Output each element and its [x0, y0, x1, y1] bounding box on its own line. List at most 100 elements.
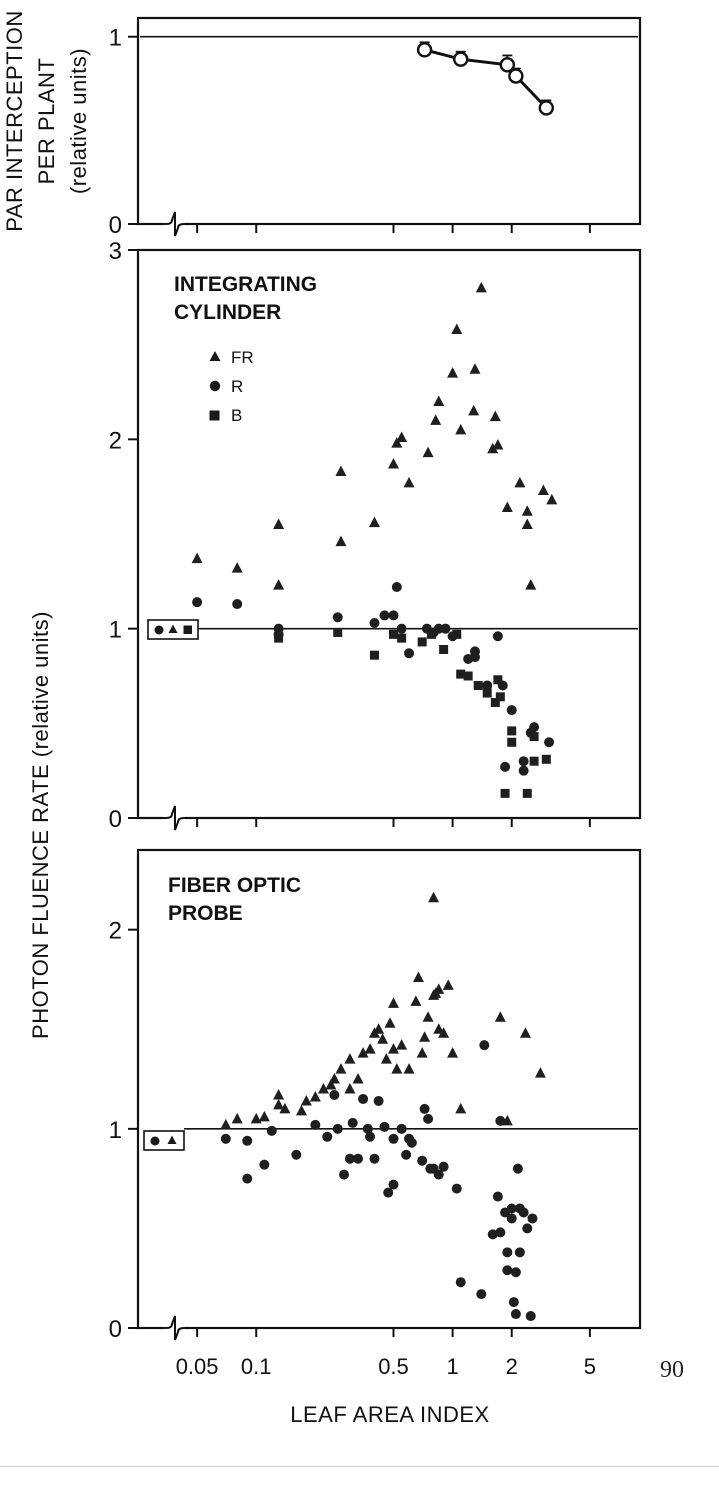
- data-point-r-circle: [506, 705, 517, 716]
- reference-key-r-marker: [154, 625, 164, 635]
- data-point-open-circle: [416, 42, 433, 58]
- data-point-b-square: [507, 726, 517, 736]
- data-point-fr-triangle: [534, 1067, 546, 1078]
- data-point-fr-triangle: [380, 1053, 392, 1064]
- reference-key-b-marker: [183, 625, 192, 634]
- x-tick-label: 0.05: [176, 1354, 219, 1379]
- data-point-fr-triangle: [433, 983, 445, 994]
- data-point-fr-triangle: [433, 1023, 445, 1034]
- data-point-fr-triangle: [387, 997, 399, 1008]
- y-tick-label: 0: [109, 212, 122, 239]
- axis-break-bottom: [138, 1315, 190, 1341]
- data-point-r-circle: [322, 1131, 333, 1142]
- data-point-r-circle: [242, 1135, 253, 1146]
- data-point-b-square: [500, 788, 510, 798]
- data-point-r-circle: [495, 1227, 506, 1238]
- axis-break-top: [138, 211, 190, 237]
- data-point-fr-triangle: [403, 476, 415, 488]
- data-point-b-square: [529, 756, 539, 766]
- data-point-fr-triangle: [231, 562, 243, 573]
- data-point-r-circle: [510, 1267, 521, 1278]
- x-tick-label: 5: [584, 1354, 596, 1379]
- y-axis-ticks-bottom: 0 1 2: [109, 918, 138, 1343]
- data-point-b-square: [274, 633, 284, 643]
- data-point-fr-triangle: [514, 476, 526, 488]
- data-point-fr-triangle: [442, 979, 454, 990]
- data-point-r-circle: [440, 623, 451, 634]
- data-point-fr-triangle: [447, 1047, 459, 1058]
- plot-frame-middle: [136, 248, 642, 820]
- data-point-r-circle: [451, 1183, 462, 1194]
- data-point-r-circle: [518, 765, 529, 776]
- data-point-fr-triangle: [258, 1110, 270, 1122]
- data-point-r-circle: [423, 1113, 434, 1124]
- data-point-r-circle: [502, 1247, 513, 1258]
- data-point-r-circle: [388, 1133, 399, 1144]
- data-point-fr-triangle: [220, 1118, 232, 1130]
- data-point-fr-triangle: [546, 493, 558, 505]
- data-point-r-circle: [329, 1089, 340, 1100]
- data-point-r-circle: [527, 1213, 538, 1224]
- x-axis-ticks-bottom: [196, 1328, 591, 1337]
- data-point-fr-triangle: [410, 995, 422, 1006]
- legend-label-r: R: [231, 377, 243, 396]
- data-point-r-circle: [291, 1149, 302, 1160]
- data-point-r-circle: [332, 612, 343, 623]
- data-point-r-circle: [487, 1229, 498, 1240]
- data-point-r-circle: [438, 1161, 449, 1172]
- reference-key-bottom: [143, 1130, 185, 1151]
- data-point-r-circle: [506, 1203, 517, 1214]
- data-point-b-square: [495, 692, 505, 702]
- data-point-fr-triangle: [468, 404, 480, 416]
- axis-break-symbol: [138, 1315, 190, 1341]
- plot-frame-bottom: [136, 848, 642, 1330]
- plot-frame-top: [136, 16, 642, 226]
- data-point-fr-triangle: [537, 484, 549, 495]
- data-point-r-circle: [232, 599, 243, 610]
- data-point-fr-triangle: [451, 323, 463, 335]
- data-point-fr-triangle: [391, 1063, 403, 1074]
- data-point-open-circle: [499, 57, 516, 73]
- data-point-fr-triangle: [492, 439, 504, 450]
- data-point-r-circle: [492, 1191, 503, 1202]
- panel-title-line-2: CYLINDER: [174, 301, 281, 324]
- data-point-fr-triangle: [273, 1098, 285, 1110]
- data-point-r-circle: [401, 1149, 412, 1160]
- data-point-fr-triangle: [317, 1083, 329, 1094]
- data-point-r-circle: [479, 1040, 490, 1051]
- x-tick-label: 1: [446, 1354, 458, 1379]
- data-point-fr-triangle: [273, 518, 285, 530]
- data-point-r-circle: [365, 1131, 376, 1142]
- data-point-fr-triangle: [521, 505, 533, 516]
- data-point-b-square: [417, 637, 427, 647]
- data-point-b-square: [473, 680, 483, 690]
- data-point-r-circle: [339, 1169, 350, 1180]
- data-point-b-square: [507, 737, 517, 747]
- axis-break-symbol: [138, 805, 190, 831]
- data-point-fr-triangle: [250, 1112, 262, 1124]
- data-point-r-circle: [388, 1179, 399, 1190]
- data-point-r-circle: [353, 1153, 364, 1164]
- data-point-fr-triangle: [231, 1112, 243, 1124]
- data-point-b-square: [541, 754, 551, 764]
- data-point-b-square: [482, 688, 492, 698]
- data-point-r-circle: [369, 617, 380, 628]
- data-point-r-circle: [406, 1137, 417, 1148]
- data-point-r-circle: [310, 1119, 321, 1130]
- panel-title-line-1: FIBER OPTIC: [168, 874, 301, 897]
- data-point-fr-triangle: [368, 516, 380, 528]
- data-point-fr-triangle: [300, 1094, 312, 1106]
- data-point-b-square: [522, 788, 532, 798]
- data-point-fr-triangle: [455, 423, 467, 435]
- y-tick-label: 2: [109, 427, 122, 454]
- data-point-fr-triangle: [489, 410, 501, 422]
- data-point-fr-triangle: [377, 1033, 389, 1044]
- data-point-r-circle: [369, 1153, 380, 1164]
- data-point-r-circle: [476, 1289, 487, 1300]
- data-point-b-square: [463, 671, 473, 681]
- reference-key-fr-marker: [167, 1135, 177, 1144]
- x-axis-ticks-top: [196, 224, 591, 233]
- data-point-fr-triangle: [335, 1063, 347, 1074]
- data-point-r-circle: [344, 1153, 355, 1164]
